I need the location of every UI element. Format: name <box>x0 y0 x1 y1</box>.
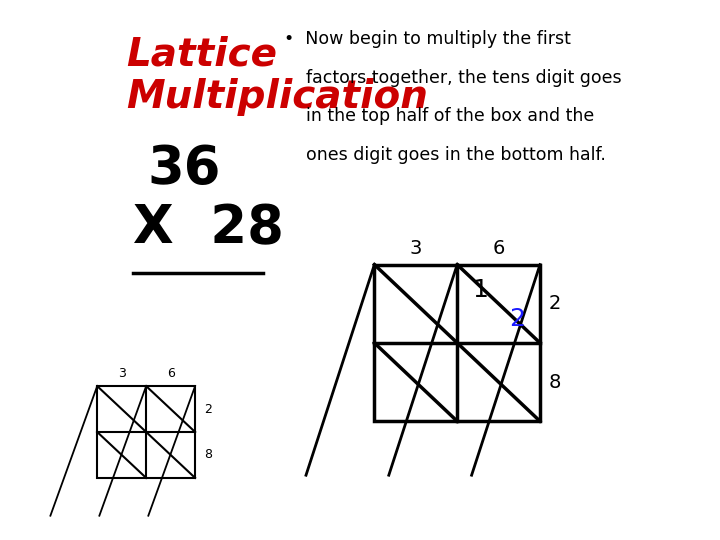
Text: •  Now begin to multiply the first: • Now begin to multiply the first <box>284 30 571 48</box>
Text: 2: 2 <box>509 307 525 332</box>
Text: 3: 3 <box>118 367 125 380</box>
Text: 36: 36 <box>148 143 221 195</box>
Text: 2: 2 <box>204 402 212 416</box>
Bar <box>97 386 195 478</box>
Text: in the top half of the box and the: in the top half of the box and the <box>284 107 595 125</box>
Text: Multiplication: Multiplication <box>126 78 428 116</box>
Text: 8: 8 <box>549 373 561 392</box>
Text: 6: 6 <box>492 239 505 258</box>
Text: ones digit goes in the bottom half.: ones digit goes in the bottom half. <box>284 146 606 164</box>
Text: 2: 2 <box>549 294 561 313</box>
Text: Lattice: Lattice <box>126 35 277 73</box>
Text: 6: 6 <box>167 367 174 380</box>
Text: 8: 8 <box>204 448 212 462</box>
Text: 3: 3 <box>410 239 422 258</box>
Text: X  28: X 28 <box>133 202 284 254</box>
Text: factors together, the tens digit goes: factors together, the tens digit goes <box>284 69 622 86</box>
Bar <box>374 265 540 421</box>
Text: 1: 1 <box>472 278 488 302</box>
